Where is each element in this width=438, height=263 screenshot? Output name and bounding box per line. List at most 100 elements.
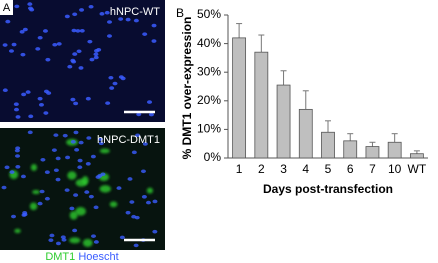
nucleus: [37, 201, 43, 206]
nucleus: [56, 42, 62, 46]
nucleus: [142, 142, 148, 146]
nucleus: [141, 194, 147, 199]
x-tick-label: 2: [258, 162, 265, 176]
bar: [387, 141, 402, 159]
nucleus: [133, 243, 139, 248]
nucleus: [151, 23, 157, 28]
cell: [99, 148, 110, 154]
cell: [109, 201, 118, 208]
nucleus: [134, 215, 140, 220]
nucleus: [72, 228, 78, 233]
nucleus: [42, 29, 48, 33]
nucleus: [67, 64, 73, 69]
nucleus: [1, 185, 7, 190]
nucleus: [15, 115, 21, 119]
bar: [321, 131, 335, 159]
nucleus: [93, 52, 99, 57]
nucleus: [45, 57, 51, 62]
nucleus: [84, 190, 90, 194]
panel-label: A: [3, 2, 11, 14]
cell: [67, 171, 77, 180]
nucleus: [118, 17, 124, 21]
nucleus: [79, 8, 85, 12]
nucleus: [72, 52, 78, 56]
nucleus: [147, 100, 153, 104]
cell: [146, 187, 154, 194]
y-tick-label: 10%: [197, 122, 221, 136]
x-axis-label: Days post-transfection: [263, 182, 393, 196]
nucleus: [65, 155, 71, 160]
y-tick-label: 30%: [197, 64, 221, 78]
nucleus: [88, 194, 94, 199]
nucleus: [55, 241, 61, 246]
nucleus: [140, 169, 146, 174]
nucleus: [136, 112, 142, 117]
legend-entry: DMT1: [45, 251, 75, 263]
nucleus: [99, 12, 105, 16]
panel-label: B: [176, 6, 184, 20]
nucleus: [70, 97, 76, 102]
nucleus: [71, 28, 77, 33]
nucleus: [78, 66, 84, 70]
nucleus: [133, 18, 139, 23]
bar: [365, 146, 380, 159]
nucleus: [90, 154, 96, 159]
nucleus: [127, 177, 133, 181]
plot: 0% 10% 20% 30% 40% 50% 1 2 3 4 5 6 7 10 WT: [197, 7, 428, 176]
nucleus: [77, 165, 83, 170]
nucleus: [13, 102, 19, 106]
nucleus: [76, 49, 82, 54]
bar: [298, 108, 313, 159]
nucleus: [44, 170, 50, 175]
nucleus: [27, 6, 33, 11]
nucleus: [152, 229, 158, 234]
cell: [69, 237, 81, 244]
nucleus: [40, 157, 46, 162]
nucleus: [15, 146, 21, 150]
nucleus: [87, 39, 93, 44]
image-dmt1: [0, 128, 165, 250]
nucleus: [73, 193, 79, 197]
nucleus: [106, 20, 112, 24]
nucleus: [91, 234, 97, 238]
nucleus: [79, 28, 85, 33]
nucleus: [25, 90, 31, 94]
nucleus: [69, 206, 75, 211]
nucleus: [8, 49, 14, 53]
panel-label-box: [0, 0, 13, 15]
nucleus: [15, 154, 21, 158]
bar: [276, 84, 291, 159]
nucleus: [9, 170, 15, 174]
x-tick-label: 1: [236, 162, 243, 176]
cell: [99, 185, 112, 193]
nucleus: [70, 140, 76, 144]
x-tick-label: 3: [280, 162, 287, 176]
nucleus: [89, 57, 95, 62]
legend-entry: Hoescht: [78, 251, 118, 263]
y-tick-label: 50%: [197, 7, 221, 21]
nucleus: [131, 150, 137, 155]
cell: [14, 228, 21, 234]
cell: [69, 210, 78, 220]
nucleus: [151, 39, 157, 43]
nucleus: [105, 101, 111, 105]
nucleus: [28, 114, 34, 119]
nucleus: [53, 133, 59, 137]
y-axis-label: % DMT1 over-expression: [180, 17, 194, 160]
nucleus: [93, 240, 99, 244]
nucleus: [93, 55, 99, 60]
nucleus: [116, 186, 122, 190]
nucleus: [37, 35, 43, 40]
y-tick-label: 0%: [204, 150, 222, 164]
nucleus: [100, 172, 106, 177]
bar: [343, 140, 358, 159]
nucleus: [5, 19, 11, 24]
nucleus: [22, 27, 28, 32]
nucleus: [4, 165, 10, 170]
nucleus: [11, 214, 17, 219]
nucleus: [61, 238, 67, 242]
nucleus: [55, 177, 61, 182]
nucleus: [64, 188, 70, 192]
nucleus: [98, 137, 104, 141]
nucleus: [14, 4, 20, 9]
